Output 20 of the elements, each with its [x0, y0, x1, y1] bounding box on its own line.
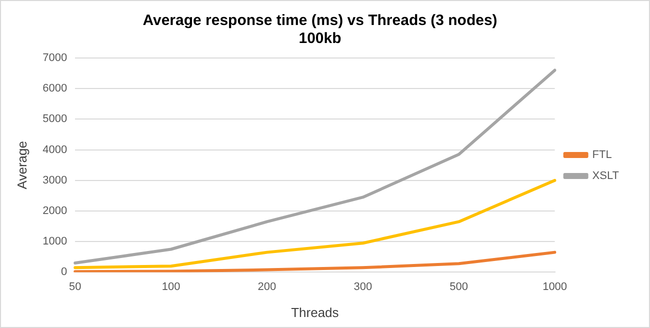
x-tick-label: 50: [68, 280, 82, 293]
x-tick-label: 200: [258, 280, 276, 293]
legend-label: XSLT: [592, 170, 620, 182]
x-tick-label: 500: [450, 280, 468, 293]
y-tick-label: 4000: [42, 144, 68, 156]
x-tick-label: 300: [354, 280, 372, 293]
x-tick-label: 100: [162, 280, 180, 293]
y-tick-label: 1000: [42, 236, 68, 248]
y-tick-label: 5000: [42, 113, 68, 126]
x-tick-label: 1000: [542, 280, 568, 293]
y-tick-label: 0: [60, 266, 68, 278]
y-axis-title: Average: [14, 141, 30, 190]
chart-subtitle: 100kb: [298, 30, 342, 48]
y-tick-label: 6000: [42, 82, 68, 95]
y-tick-label: 7000: [42, 52, 68, 64]
y-tick-label: 2000: [42, 205, 68, 218]
x-axis-title: Threads: [291, 304, 340, 320]
legend-label: FTL: [592, 149, 612, 162]
chart-title: Average response time (ms) vs Threads (3 nodes): [142, 12, 498, 30]
y-tick-label: 3000: [42, 174, 68, 186]
